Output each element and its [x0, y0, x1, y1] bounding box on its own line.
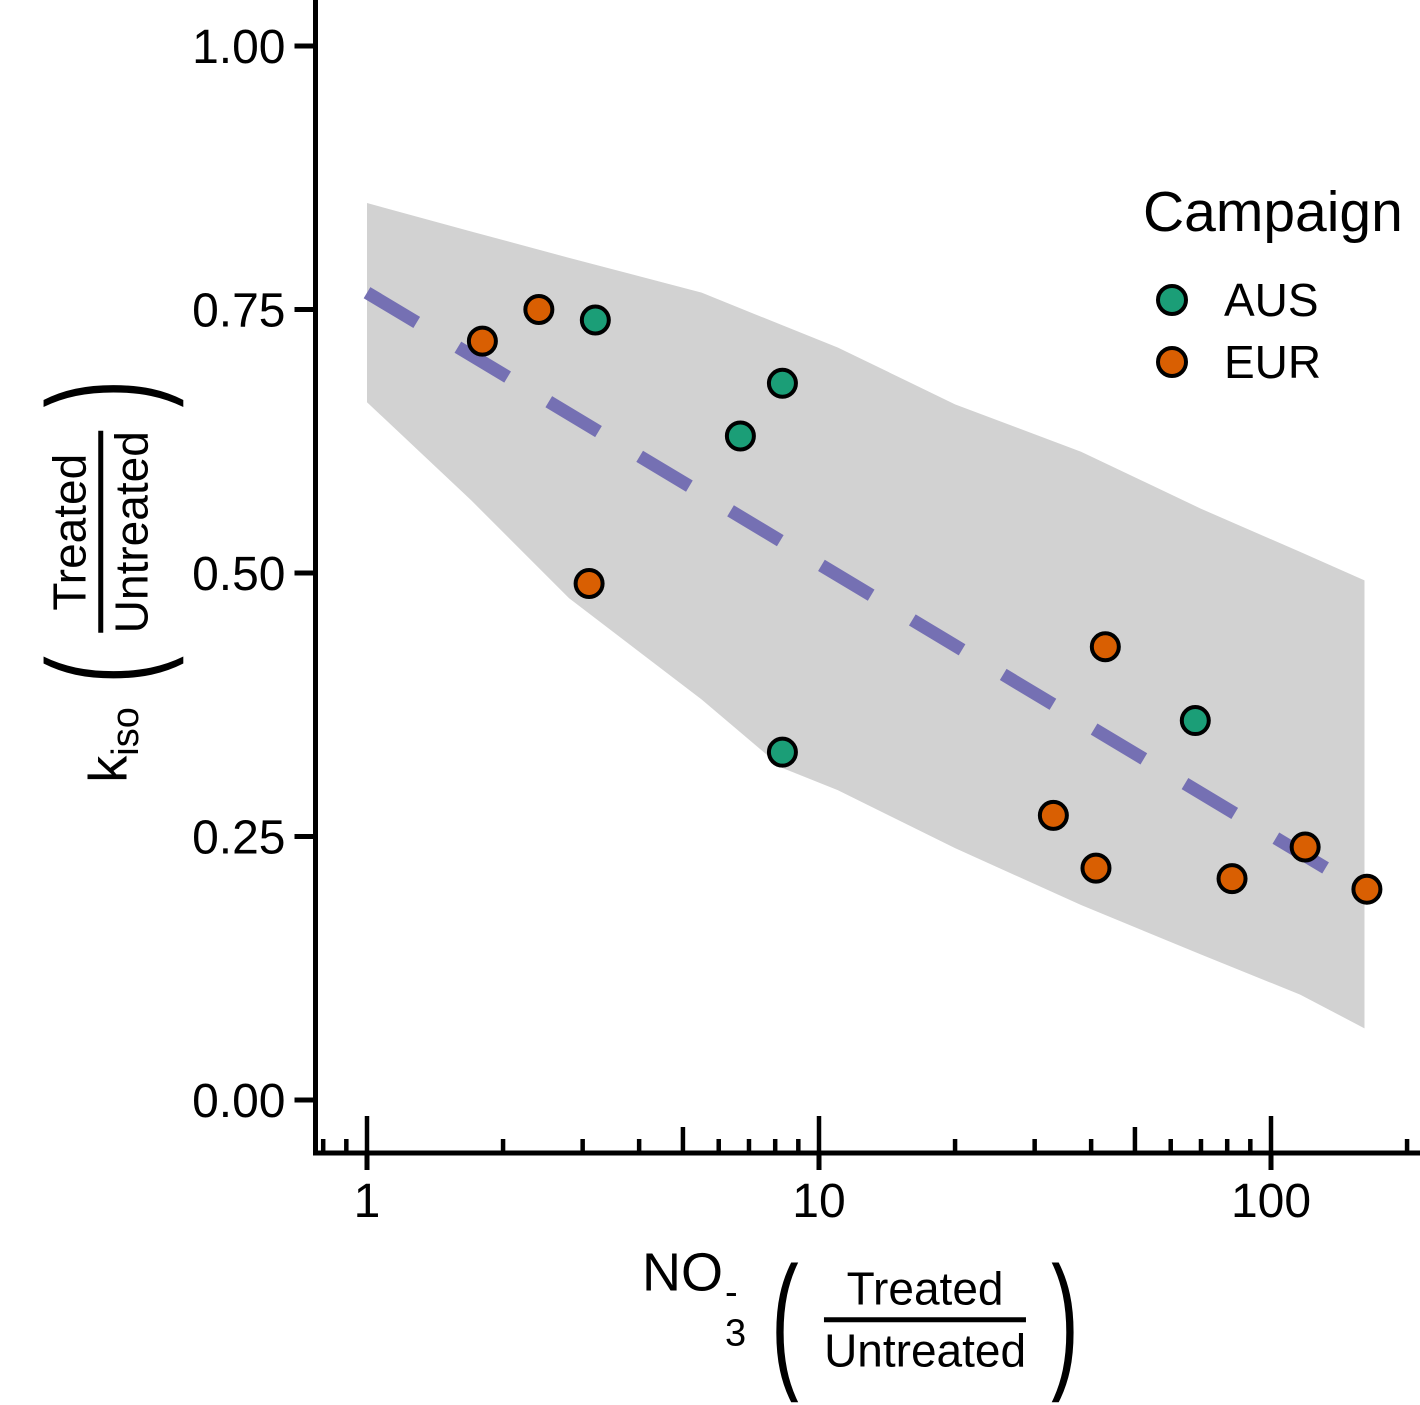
x-axis-fraction-denominator: Untreated	[824, 1324, 1027, 1377]
x-axis-molecule-superscript: -	[724, 1271, 738, 1314]
y-axis-fraction-denominator: Untreated	[105, 431, 158, 634]
data-point-eur	[1216, 863, 1248, 895]
legend-item-label: EUR	[1224, 335, 1322, 388]
data-point-eur	[573, 568, 605, 600]
fraction-bar	[98, 431, 104, 634]
y-axis-symbol-subscript: iso	[105, 707, 148, 756]
legend: Campaign AUS EUR	[1143, 180, 1403, 393]
legend-title: Campaign	[1143, 180, 1403, 244]
data-point-aus	[724, 420, 756, 452]
close-paren-icon: )	[1051, 1235, 1079, 1404]
regression-line	[363, 287, 1368, 897]
y-axis-title: kiso ( Treated Untreated )	[16, 369, 185, 783]
y-axis-fraction-numerator: Treated	[42, 453, 95, 611]
data-point-eur	[1289, 831, 1321, 863]
legend-item-label: AUS	[1224, 273, 1319, 326]
x-axis-molecule: NO -3	[641, 1241, 746, 1352]
open-paren-icon: (	[16, 656, 185, 684]
x-axis-molecule-subscript: 3	[724, 1312, 747, 1354]
data-point-aus	[766, 736, 798, 768]
x-axis-fraction-numerator: Treated	[846, 1261, 1004, 1314]
legend-item-eur: EUR	[1143, 331, 1403, 393]
data-point-eur	[1037, 799, 1069, 831]
data-point-eur	[466, 325, 498, 357]
open-paren-icon: (	[771, 1235, 799, 1404]
data-point-aus	[766, 367, 798, 399]
y-tick-label-0.25: 0.25	[192, 812, 285, 865]
x-tick-label-10: 10	[792, 1175, 845, 1228]
y-tick-label-0.50: 0.50	[192, 548, 285, 601]
y-tick-label-1.00: 1.00	[192, 21, 285, 74]
fraction-bar	[824, 1317, 1027, 1323]
data-point-eur	[1351, 873, 1383, 905]
y-axis-symbol-base: k	[78, 755, 139, 783]
y-tick-label-0.75: 0.75	[192, 285, 285, 338]
x-axis-molecule-base: NO	[641, 1242, 723, 1303]
x-tick-label-1: 1	[354, 1175, 381, 1228]
aus-key-swatch	[1156, 283, 1188, 316]
data-point-eur	[523, 294, 555, 325]
eur-key-swatch	[1156, 345, 1188, 378]
x-axis-title: NO -3 ( Treated Untreated )	[642, 1235, 1090, 1404]
y-tick-label-0.00: 0.00	[192, 1075, 285, 1128]
data-point-eur	[1080, 852, 1112, 884]
y-axis-symbol: kiso	[78, 707, 149, 783]
x-axis-fraction: Treated Untreated	[824, 1261, 1027, 1377]
y-axis-fraction: Treated Untreated	[42, 431, 158, 634]
data-point-aus	[1179, 705, 1211, 737]
data-point-aus	[579, 304, 611, 336]
data-point-eur	[1089, 631, 1121, 663]
close-paren-icon: )	[16, 380, 185, 408]
x-axis-molecule-subsup: -3	[724, 1273, 747, 1354]
x-tick-label-100: 100	[1231, 1175, 1311, 1228]
confidence-band	[367, 203, 1365, 1029]
legend-item-aus: AUS	[1143, 269, 1403, 331]
